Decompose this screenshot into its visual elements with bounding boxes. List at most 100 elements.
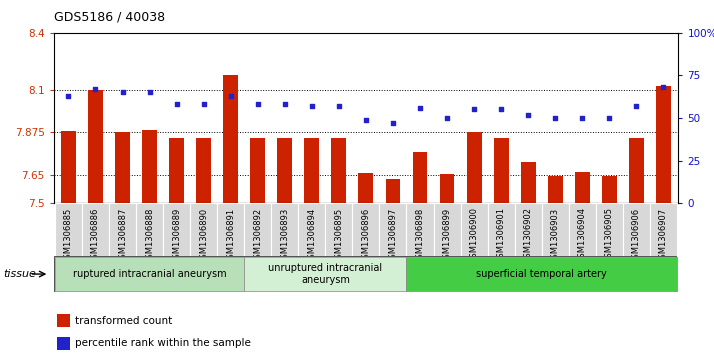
Point	[306, 103, 318, 109]
Point	[414, 105, 426, 111]
Bar	[56, 337, 71, 350]
Bar	[548, 176, 563, 203]
Text: GSM1306896: GSM1306896	[361, 208, 371, 264]
Point	[117, 90, 129, 95]
Bar	[82, 203, 109, 256]
Bar	[163, 203, 190, 256]
Bar	[413, 152, 428, 203]
Text: GSM1306904: GSM1306904	[578, 208, 587, 264]
Bar	[493, 138, 508, 203]
Point	[496, 107, 507, 113]
Bar	[55, 203, 82, 256]
Bar	[542, 203, 569, 256]
Point	[523, 112, 534, 118]
Bar	[629, 138, 644, 203]
Text: GSM1306891: GSM1306891	[226, 208, 235, 264]
Text: GSM1306888: GSM1306888	[145, 208, 154, 264]
Bar	[223, 75, 238, 203]
Bar	[569, 203, 595, 256]
Bar	[251, 138, 265, 203]
Text: GSM1306885: GSM1306885	[64, 208, 73, 264]
Text: GSM1306899: GSM1306899	[443, 208, 451, 264]
Text: GSM1306893: GSM1306893	[281, 208, 289, 264]
Bar	[109, 203, 136, 256]
Point	[603, 115, 615, 121]
Bar	[271, 203, 298, 256]
Point	[658, 84, 669, 90]
Bar	[521, 162, 536, 203]
Text: GDS5186 / 40038: GDS5186 / 40038	[54, 11, 165, 24]
Text: GSM1306901: GSM1306901	[497, 208, 506, 264]
Text: GSM1306898: GSM1306898	[416, 208, 425, 264]
Bar	[217, 203, 244, 256]
Text: GSM1306889: GSM1306889	[172, 208, 181, 264]
Point	[171, 101, 182, 107]
Point	[225, 93, 236, 99]
Text: GSM1306907: GSM1306907	[659, 208, 668, 264]
Text: GSM1306892: GSM1306892	[253, 208, 262, 264]
Bar	[595, 203, 623, 256]
Bar	[353, 203, 379, 256]
Bar	[115, 132, 130, 203]
Bar	[56, 314, 71, 327]
Point	[333, 103, 345, 109]
Text: percentile rank within the sample: percentile rank within the sample	[76, 338, 251, 348]
Point	[441, 115, 453, 121]
Point	[252, 101, 263, 107]
Bar	[142, 130, 157, 203]
Bar	[244, 203, 271, 256]
Bar	[304, 138, 319, 203]
Bar	[190, 203, 217, 256]
Point	[90, 86, 101, 92]
Bar	[602, 176, 617, 203]
Point	[630, 103, 642, 109]
Bar	[61, 131, 76, 203]
Bar	[406, 257, 677, 291]
Text: GSM1306903: GSM1306903	[550, 208, 560, 264]
Point	[198, 101, 209, 107]
Bar	[467, 132, 481, 203]
Bar	[515, 203, 542, 256]
Bar	[433, 203, 461, 256]
Bar	[331, 138, 346, 203]
Bar	[379, 203, 406, 256]
Bar	[461, 203, 488, 256]
Point	[279, 101, 291, 107]
Text: unruptured intracranial
aneurysm: unruptured intracranial aneurysm	[268, 263, 383, 285]
Text: GSM1306905: GSM1306905	[605, 208, 614, 264]
Bar	[88, 90, 103, 203]
Text: tissue: tissue	[4, 269, 36, 279]
Point	[468, 107, 480, 113]
Text: GSM1306900: GSM1306900	[470, 208, 478, 264]
Bar	[575, 172, 590, 203]
Bar	[623, 203, 650, 256]
Bar	[358, 173, 373, 203]
Bar	[244, 257, 406, 291]
Bar	[169, 138, 184, 203]
Text: GSM1306902: GSM1306902	[523, 208, 533, 264]
Bar	[488, 203, 515, 256]
Bar	[55, 257, 244, 291]
Bar	[386, 179, 401, 203]
Bar	[656, 86, 671, 203]
Point	[361, 117, 372, 123]
Bar	[136, 203, 163, 256]
Text: transformed count: transformed count	[76, 316, 173, 326]
Text: GSM1306895: GSM1306895	[334, 208, 343, 264]
Point	[577, 115, 588, 121]
Bar	[277, 138, 292, 203]
Text: GSM1306894: GSM1306894	[307, 208, 316, 264]
Point	[387, 120, 398, 126]
Point	[550, 115, 561, 121]
Point	[144, 90, 155, 95]
Bar	[650, 203, 677, 256]
Text: GSM1306886: GSM1306886	[91, 208, 100, 264]
Bar	[326, 203, 353, 256]
Bar	[196, 138, 211, 203]
Text: GSM1306890: GSM1306890	[199, 208, 208, 264]
Text: GSM1306906: GSM1306906	[632, 208, 641, 264]
Bar	[440, 174, 455, 203]
Bar	[406, 203, 433, 256]
Text: GSM1306897: GSM1306897	[388, 208, 398, 264]
Text: ruptured intracranial aneurysm: ruptured intracranial aneurysm	[73, 269, 226, 279]
